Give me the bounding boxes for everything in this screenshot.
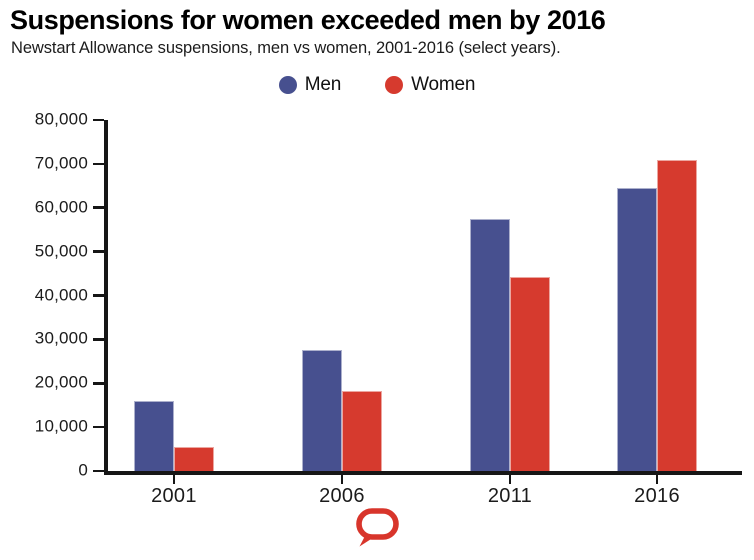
- the-conversation-logo-icon: [356, 508, 399, 547]
- y-axis-tick-label: 50,000: [34, 241, 88, 261]
- x-axis-tick: [655, 475, 659, 484]
- x-axis-tick: [172, 475, 176, 484]
- legend-dot-men-icon: [278, 76, 297, 94]
- legend-item-men: Men: [278, 74, 342, 96]
- y-axis-tick-label: 20,000: [34, 372, 88, 392]
- bar-women-2001: [173, 446, 214, 471]
- x-axis-tick-label: 2016: [634, 485, 680, 507]
- chart-title: Suspensions for women exceeded men by 20…: [10, 5, 606, 35]
- legend: Men Women: [0, 71, 754, 99]
- x-axis-tick: [340, 475, 344, 484]
- y-axis-tick-label: 80,000: [34, 109, 88, 129]
- bar-men-2016: [617, 188, 658, 471]
- bar-men-2006: [301, 350, 342, 471]
- y-axis-tick-label: 60,000: [34, 197, 88, 217]
- y-axis-tick: [93, 206, 104, 210]
- y-axis-tick-label: 0: [78, 460, 88, 480]
- plot-area: 0 10,000 20,000 30,000 40,000 50,000 60,000 70,…: [35, 110, 742, 507]
- y-axis-tick: [93, 162, 104, 166]
- y-axis-tick-label: 70,000: [34, 153, 88, 173]
- chart-subtitle: Newstart Allowance suspensions, men vs w…: [11, 39, 561, 57]
- y-axis-tick-label: 10,000: [34, 416, 88, 436]
- bar-women-2011: [509, 276, 550, 471]
- bar-women-2006: [341, 390, 382, 471]
- x-axis-tick-label: 2006: [319, 485, 365, 507]
- bar-men-2011: [469, 218, 510, 471]
- y-axis-tick-label: 40,000: [34, 285, 88, 305]
- logo-bubble: [356, 508, 399, 540]
- y-axis-tick: [93, 338, 104, 341]
- legend-dot-women-icon: [385, 76, 404, 94]
- y-axis-tick: [93, 118, 104, 122]
- y-axis-tick: [93, 381, 104, 385]
- bar-women-2016: [657, 159, 698, 471]
- legend-label-men: Men: [304, 74, 342, 95]
- y-axis-tick: [93, 425, 104, 429]
- y-axis-tick: [93, 250, 104, 253]
- y-axis-tick: [93, 294, 104, 297]
- y-axis-tick: [93, 469, 104, 473]
- x-axis-tick-label: 2001: [151, 485, 197, 507]
- y-axis-tick-label: 30,000: [34, 328, 88, 348]
- legend-item-women: Women: [385, 74, 475, 96]
- x-axis-tick-label: 2011: [487, 485, 533, 507]
- logo-tail: [359, 534, 375, 547]
- x-axis-tick: [508, 475, 512, 484]
- legend-label-women: Women: [411, 74, 476, 95]
- bar-men-2001: [133, 400, 174, 471]
